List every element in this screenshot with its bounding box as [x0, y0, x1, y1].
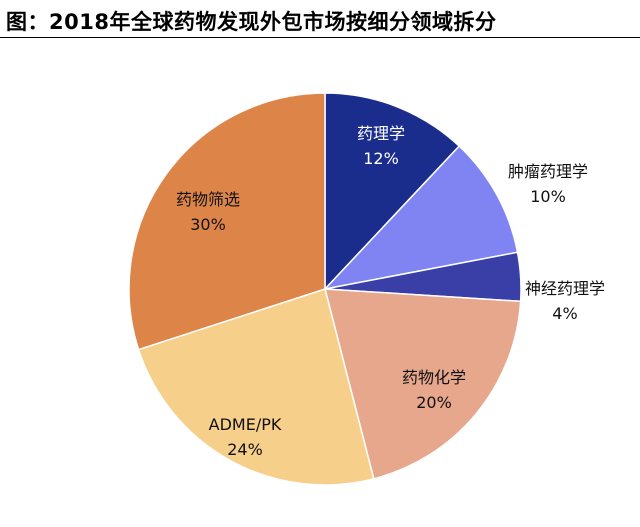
pie-slice-5	[137, 288, 375, 486]
slice-label-4: 药物化学	[402, 368, 466, 387]
slice-value-3: 4%	[552, 304, 577, 323]
slice-value-2: 10%	[530, 187, 566, 206]
slice-label-3: 神经药理学	[525, 279, 605, 298]
pie-slice-2	[322, 145, 519, 291]
slice-label-5: ADME/PK	[209, 415, 282, 434]
slice-value-6: 30%	[190, 215, 226, 234]
slice-label-2: 肿瘤药理学	[508, 162, 588, 181]
slice-label-6: 药物筛选	[176, 190, 240, 209]
slice-value-4: 20%	[416, 393, 452, 412]
pie-slice-4	[324, 288, 522, 480]
slice-label-1: 药理学	[357, 124, 405, 143]
slice-value-1: 12%	[363, 149, 399, 168]
pie-slice-1	[324, 92, 461, 291]
pie-slice-6	[128, 92, 326, 351]
chart-title: 图：2018年全球药物发现外包市场按细分领域拆分	[6, 10, 497, 34]
title-bar: 图：2018年全球药物发现外包市场按细分领域拆分	[0, 0, 640, 38]
slice-value-5: 24%	[227, 440, 263, 459]
